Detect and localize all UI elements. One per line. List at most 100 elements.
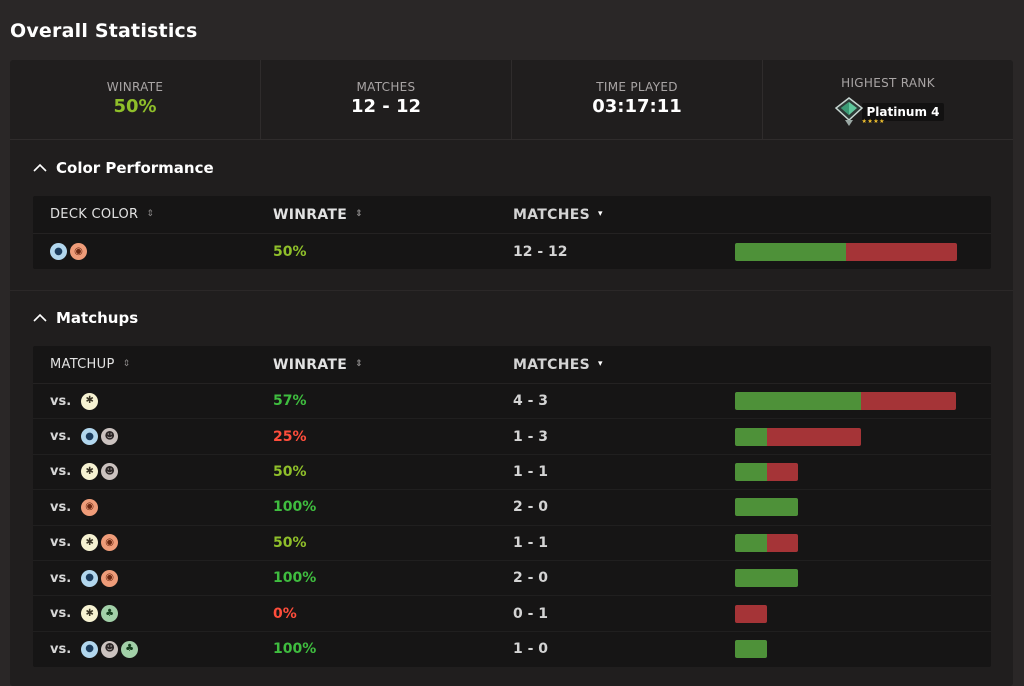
rank-name: Platinum 4 <box>861 103 945 121</box>
color-performance-title: Color Performance <box>56 159 214 177</box>
wins-bar-segment <box>735 462 767 481</box>
record-bar-cell <box>735 462 991 481</box>
colors-cell: vs. ● ☻ ♣ <box>33 640 273 658</box>
winrate-header[interactable]: WINRATE ⇕ <box>273 207 513 223</box>
winrate-value: 50% <box>113 96 157 117</box>
table-row[interactable]: vs. ✱ ☻ 50% 1 - 1 <box>33 455 991 491</box>
winrate-cell: 0% <box>273 605 297 622</box>
matches-cell: 0 - 1 <box>513 605 549 622</box>
blue-mana-icon: ● <box>81 640 99 658</box>
red-mana-icon: ◉ <box>101 569 119 587</box>
table-row[interactable]: vs. ✱ 57% 4 - 3 <box>33 384 991 420</box>
white-mana-icon: ✱ <box>81 534 99 552</box>
record-bar-cell <box>735 640 991 659</box>
highest-rank-label: HIGHEST RANK <box>841 76 935 90</box>
table-row[interactable]: vs. ● ◉ 100% 2 - 0 <box>33 561 991 597</box>
record-bar-cell <box>735 604 991 623</box>
vs-label: vs. <box>50 570 72 586</box>
vs-label: vs. <box>50 429 72 445</box>
record-bar-cell <box>735 533 991 552</box>
platinum-rank-icon <box>832 96 866 128</box>
matchups-title: Matchups <box>56 309 139 327</box>
winrate-cell: 50% <box>273 463 307 480</box>
winrate-header[interactable]: WINRATE ⇕ <box>273 357 513 373</box>
winrate-stat: WINRATE 50% <box>10 60 261 139</box>
winrate-cell: 57% <box>273 393 307 410</box>
record-bar <box>735 640 767 659</box>
time-played-stat: TIME PLAYED 03:17:11 <box>512 60 763 139</box>
record-bar <box>735 392 956 411</box>
table-header: MATCHUP ⇕ WINRATE ⇕ MATCHES ▾ <box>33 346 991 384</box>
wins-bar-segment <box>735 569 798 588</box>
black-mana-icon: ☻ <box>101 640 119 658</box>
record-bar-cell <box>735 569 991 588</box>
matches-cell: 2 - 0 <box>513 499 549 516</box>
rank-display: Platinum 4 ★★★★ <box>832 96 945 128</box>
colors-cell: vs. ✱ ◉ <box>33 534 273 552</box>
table-row[interactable]: vs. ● ☻ 25% 1 - 3 <box>33 419 991 455</box>
winrate-cell: 100% <box>273 570 317 587</box>
red-mana-icon: ◉ <box>81 498 99 516</box>
losses-bar-segment <box>861 392 956 411</box>
color-performance-table: DECK COLOR ⇕ WINRATE ⇕ MATCHES ▾ ● ◉ 50% 12… <box>33 196 991 270</box>
record-bar <box>735 242 957 261</box>
summary-row: WINRATE 50% MATCHES 12 - 12 TIME PLAYED … <box>10 60 1013 140</box>
table-row[interactable]: ● ◉ 50% 12 - 12 <box>33 234 991 269</box>
black-mana-icon: ☻ <box>101 463 119 481</box>
blue-mana-icon: ● <box>81 569 99 587</box>
table-row[interactable]: vs. ✱ ♣ 0% 0 - 1 <box>33 596 991 632</box>
wins-bar-segment <box>735 242 846 261</box>
matches-cell: 1 - 0 <box>513 641 549 658</box>
blue-mana-icon: ● <box>81 428 99 446</box>
table-row[interactable]: vs. ● ☻ ♣ 100% 1 - 0 <box>33 632 991 667</box>
highest-rank-stat: HIGHEST RANK Platinum 4 ★★★★ <box>763 60 1013 139</box>
winrate-cell: 25% <box>273 428 307 445</box>
sort-icon: ⇕ <box>122 359 131 369</box>
chevron-up-icon <box>33 163 47 172</box>
record-bar-cell <box>735 242 991 261</box>
header-label: MATCHES <box>513 356 590 373</box>
losses-bar-segment <box>735 604 767 623</box>
vs-label: vs. <box>50 606 72 622</box>
record-bar-cell <box>735 427 991 446</box>
winrate-cell: 50% <box>273 534 307 551</box>
losses-bar-segment <box>766 462 798 481</box>
record-bar-cell <box>735 498 991 517</box>
matchup-header[interactable]: MATCHUP ⇕ <box>33 357 273 372</box>
colors-cell: vs. ✱ <box>33 392 273 410</box>
wins-bar-segment <box>735 640 767 659</box>
time-played-label: TIME PLAYED <box>596 80 678 94</box>
matches-header[interactable]: MATCHES ▾ <box>513 357 735 373</box>
vs-label: vs. <box>50 393 72 409</box>
chevron-up-icon <box>33 313 47 322</box>
matches-cell: 1 - 1 <box>513 463 549 480</box>
colors-cell: vs. ✱ ♣ <box>33 605 273 623</box>
green-mana-icon: ♣ <box>121 640 139 658</box>
matchups-table: MATCHUP ⇕ WINRATE ⇕ MATCHES ▾ vs. ✱ 57% 4 -… <box>33 346 991 668</box>
winrate-cell: 50% <box>273 243 307 260</box>
record-bar <box>735 569 798 588</box>
sort-down-icon: ▾ <box>597 209 603 219</box>
table-row[interactable]: vs. ◉ 100% 2 - 0 <box>33 490 991 526</box>
rank-stars: ★★★★ <box>861 118 886 125</box>
matches-header[interactable]: MATCHES ▾ <box>513 207 735 223</box>
header-label: MATCHUP <box>50 357 115 372</box>
winrate-cell: 100% <box>273 641 317 658</box>
colors-cell: vs. ✱ ☻ <box>33 463 273 481</box>
color-performance-header[interactable]: Color Performance <box>10 146 1013 190</box>
wins-bar-segment <box>735 533 767 552</box>
green-mana-icon: ♣ <box>101 605 119 623</box>
matches-cell: 2 - 0 <box>513 570 549 587</box>
losses-bar-segment <box>846 242 957 261</box>
deck-color-header[interactable]: DECK COLOR ⇕ <box>33 207 273 222</box>
wins-bar-segment <box>735 392 861 411</box>
record-bar <box>735 462 798 481</box>
matchups-header[interactable]: Matchups <box>10 296 1013 340</box>
vs-label: vs. <box>50 464 72 480</box>
sort-icon: ⇕ <box>146 209 155 219</box>
vs-label: vs. <box>50 535 72 551</box>
color-rows: ● ◉ 50% 12 - 12 <box>33 234 991 269</box>
matches-cell: 12 - 12 <box>513 243 568 260</box>
record-bar <box>735 498 798 517</box>
table-row[interactable]: vs. ✱ ◉ 50% 1 - 1 <box>33 526 991 561</box>
